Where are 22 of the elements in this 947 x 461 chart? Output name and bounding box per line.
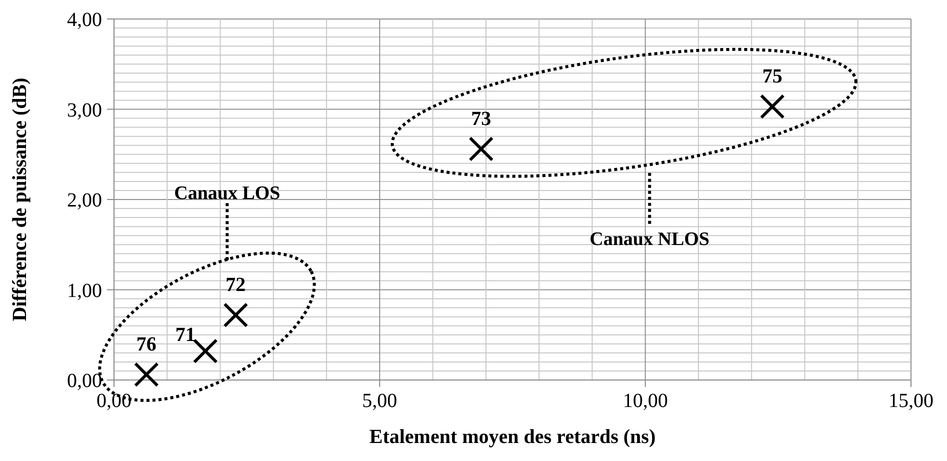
annotation: 73 xyxy=(471,108,492,130)
x-tick-label: 5,00 xyxy=(362,390,398,412)
annotation: Canaux NLOS xyxy=(590,228,710,250)
annotation: 72 xyxy=(226,274,246,296)
y-tick-label: 0,00 xyxy=(67,370,102,392)
y-axis-title: Différence de puissance (dB) xyxy=(9,78,31,322)
x-tick-label: 15,00 xyxy=(888,390,934,412)
point xyxy=(192,338,218,364)
y-tick-label: 4,00 xyxy=(67,9,102,31)
annotation: Canaux LOS xyxy=(174,182,280,204)
point xyxy=(468,136,494,162)
annotation: 71 xyxy=(175,324,196,346)
point xyxy=(223,302,248,328)
y-tick-label: 2,00 xyxy=(67,190,102,212)
annotation: 75 xyxy=(762,66,782,88)
y-tick-label: 1,00 xyxy=(67,280,102,302)
annotation: 76 xyxy=(136,334,156,356)
point xyxy=(134,362,159,388)
point xyxy=(760,94,785,120)
y-tick-label: 3,00 xyxy=(67,99,102,122)
x-axis-title: Etalement moyen des retards (ns) xyxy=(369,426,656,448)
x-tick-label: 10,00 xyxy=(622,390,668,412)
